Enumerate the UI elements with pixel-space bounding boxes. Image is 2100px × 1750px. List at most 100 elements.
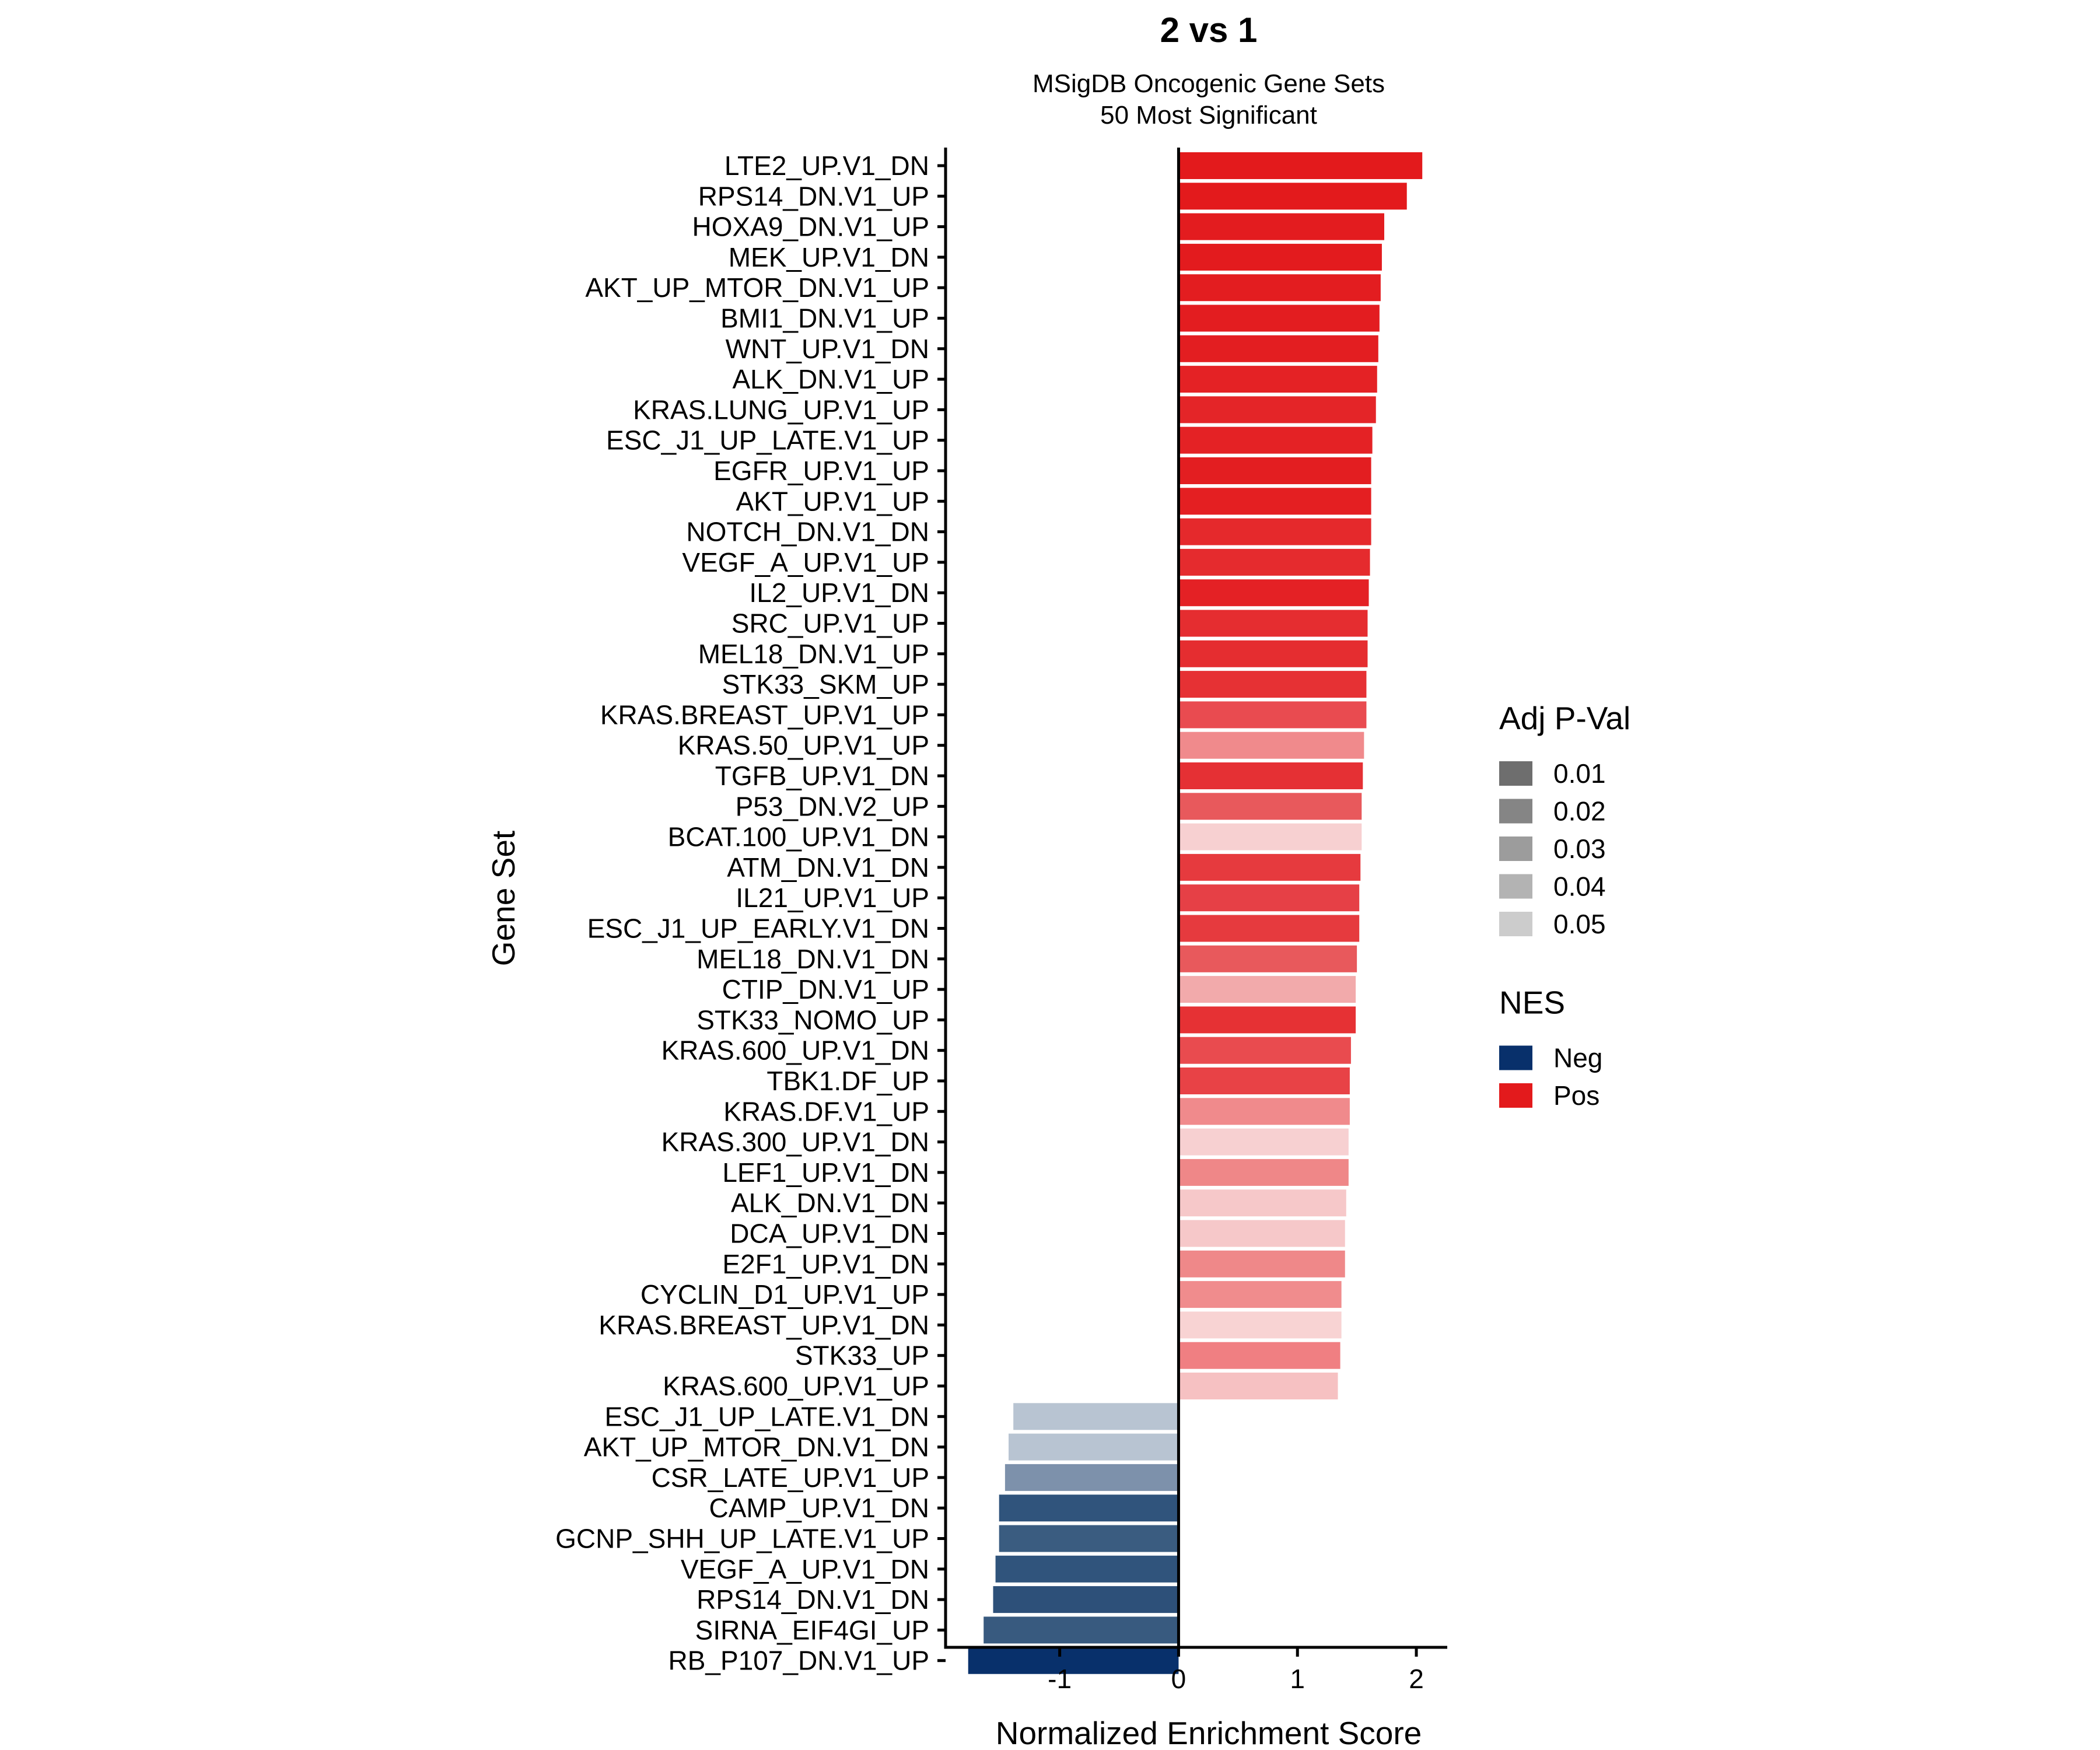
chart-title: 2 vs 1	[1160, 10, 1258, 50]
y-tick-label: MEK_UP.V1_DN	[729, 242, 929, 272]
y-tick-label: TBK1.DF_UP	[766, 1066, 929, 1096]
bar-23	[1178, 823, 1362, 850]
y-tick-label: AKT_UP_MTOR_DN.V1_UP	[585, 272, 929, 303]
x-ticks: -1 0 1 2	[1048, 1647, 1424, 1694]
legend-label: Neg	[1553, 1043, 1602, 1073]
y-tick-label: STK33_NOMO_UP	[696, 1005, 929, 1035]
x-tick-label: 2	[1409, 1664, 1424, 1694]
bar-22	[1178, 793, 1362, 820]
bar-37	[1178, 1250, 1345, 1278]
bar-11	[1178, 457, 1371, 484]
bar-12	[1178, 488, 1371, 515]
y-tick-label: E2F1_UP.V1_DN	[722, 1249, 929, 1279]
y-tick-label: IL2_UP.V1_DN	[749, 578, 929, 608]
legend-title: NES	[1499, 985, 1565, 1021]
x-axis-title: Normalized Enrichment Score	[996, 1715, 1422, 1750]
bar-30	[1178, 1037, 1351, 1064]
bar-44	[1005, 1464, 1179, 1491]
bar-15	[1178, 579, 1369, 607]
y-tick-label: DCA_UP.V1_DN	[730, 1219, 929, 1249]
y-tick-label: STK33_SKM_UP	[722, 669, 929, 699]
bar-8	[1178, 366, 1377, 393]
y-tick-label: ESC_J1_UP_LATE.V1_DN	[604, 1401, 929, 1432]
bar-42	[1013, 1403, 1179, 1430]
bar-41	[1178, 1373, 1338, 1399]
y-tick-label: KRAS.300_UP.V1_DN	[662, 1127, 929, 1157]
bar-36	[1178, 1220, 1345, 1247]
legend-swatch	[1499, 912, 1532, 936]
bar-18	[1178, 671, 1367, 698]
legend-swatch	[1499, 874, 1532, 899]
y-tick-label: STK33_UP	[795, 1340, 929, 1371]
y-tick-label: IL21_UP.V1_UP	[736, 883, 929, 913]
y-tick-label: ALK_DN.V1_UP	[733, 364, 930, 394]
bar-3	[1178, 213, 1384, 240]
legend-title: Adj P-Val	[1499, 700, 1630, 736]
y-tick-label: EGFR_UP.V1_UP	[713, 456, 929, 486]
legend-swatch	[1499, 1045, 1532, 1070]
bar-24	[1178, 853, 1361, 881]
bar-50	[968, 1647, 1179, 1674]
y-tick-label: HOXA9_DN.V1_UP	[692, 212, 930, 242]
y-tick-label: RB_P107_DN.V1_UP	[668, 1646, 929, 1676]
bar-9	[1178, 396, 1376, 424]
y-tick-label: CTIP_DN.V1_UP	[722, 974, 929, 1005]
y-tick-label: MEL18_DN.V1_DN	[696, 944, 929, 974]
y-tick-label: WNT_UP.V1_DN	[726, 334, 929, 364]
bar-34	[1178, 1158, 1349, 1186]
y-tick-label: LEF1_UP.V1_DN	[722, 1157, 929, 1188]
y-tick-label: ALK_DN.V1_DN	[731, 1188, 929, 1218]
x-tick-label: 0	[1171, 1664, 1186, 1694]
y-tick-label: MEL18_DN.V1_UP	[698, 639, 929, 669]
bar-25	[1178, 884, 1360, 912]
legend-label: 0.05	[1553, 909, 1606, 939]
bar-26	[1178, 915, 1360, 942]
y-tick-label: SRC_UP.V1_UP	[732, 608, 929, 639]
bar-19	[1178, 701, 1367, 729]
y-tick-label: VEGF_A_UP.V1_DN	[681, 1554, 929, 1584]
bar-17	[1178, 640, 1368, 667]
y-tick-label: AKT_UP_MTOR_DN.V1_DN	[584, 1432, 929, 1462]
legend-label: 0.03	[1553, 834, 1606, 864]
bar-13	[1178, 518, 1371, 545]
legend: Adj P-Val 0.01 0.02 0.03 0.04 0.05 NES Neg Pos	[1499, 700, 1630, 1111]
y-tick-label: ATM_DN.V1_DN	[727, 852, 929, 883]
bar-45	[999, 1494, 1179, 1522]
bar-48	[993, 1586, 1179, 1614]
bar-28	[1178, 976, 1356, 1003]
legend-label: Pos	[1553, 1080, 1600, 1111]
y-tick-label: KRAS.DF.V1_UP	[723, 1096, 929, 1126]
bar-35	[1178, 1189, 1346, 1217]
bar-10	[1178, 426, 1373, 454]
y-tick-label: RPS14_DN.V1_DN	[696, 1584, 929, 1615]
y-tick-label: KRAS.600_UP.V1_DN	[662, 1035, 929, 1066]
bar-5	[1178, 274, 1381, 302]
y-tick-label: GCNP_SHH_UP_LATE.V1_UP	[555, 1524, 929, 1554]
y-tick-label: KRAS.BREAST_UP.V1_DN	[598, 1310, 929, 1340]
legend-label: 0.02	[1553, 796, 1606, 827]
y-tick-label: CAMP_UP.V1_DN	[709, 1493, 929, 1523]
bar-32	[1178, 1098, 1350, 1125]
bar-14	[1178, 548, 1370, 576]
bar-27	[1178, 945, 1357, 972]
bar-21	[1178, 762, 1363, 789]
y-tick-label: P53_DN.V2_UP	[736, 791, 929, 821]
bar-29	[1178, 1006, 1356, 1034]
y-tick-label: BMI1_DN.V1_UP	[720, 303, 929, 334]
y-tick-label: CSR_LATE_UP.V1_UP	[652, 1462, 929, 1493]
y-tick-label: LTE2_UP.V1_DN	[724, 150, 929, 181]
bar-46	[999, 1525, 1179, 1552]
bar-47	[995, 1555, 1179, 1583]
legend-label: 0.04	[1553, 872, 1606, 902]
y-tick-label: KRAS.600_UP.V1_UP	[663, 1371, 929, 1401]
y-axis-title: Gene Set	[485, 831, 522, 966]
bar-7	[1178, 335, 1378, 362]
y-tick-label: TGFB_UP.V1_DN	[715, 761, 929, 791]
x-tick-label: -1	[1048, 1664, 1072, 1694]
legend-swatch	[1499, 799, 1532, 824]
bar-49	[984, 1616, 1179, 1644]
y-tick-label: ESC_J1_UP_EARLY.V1_DN	[587, 914, 929, 944]
y-tick-label: AKT_UP.V1_UP	[736, 486, 929, 516]
legend-swatch	[1499, 761, 1532, 786]
y-tick-label: KRAS.50_UP.V1_UP	[678, 730, 929, 761]
